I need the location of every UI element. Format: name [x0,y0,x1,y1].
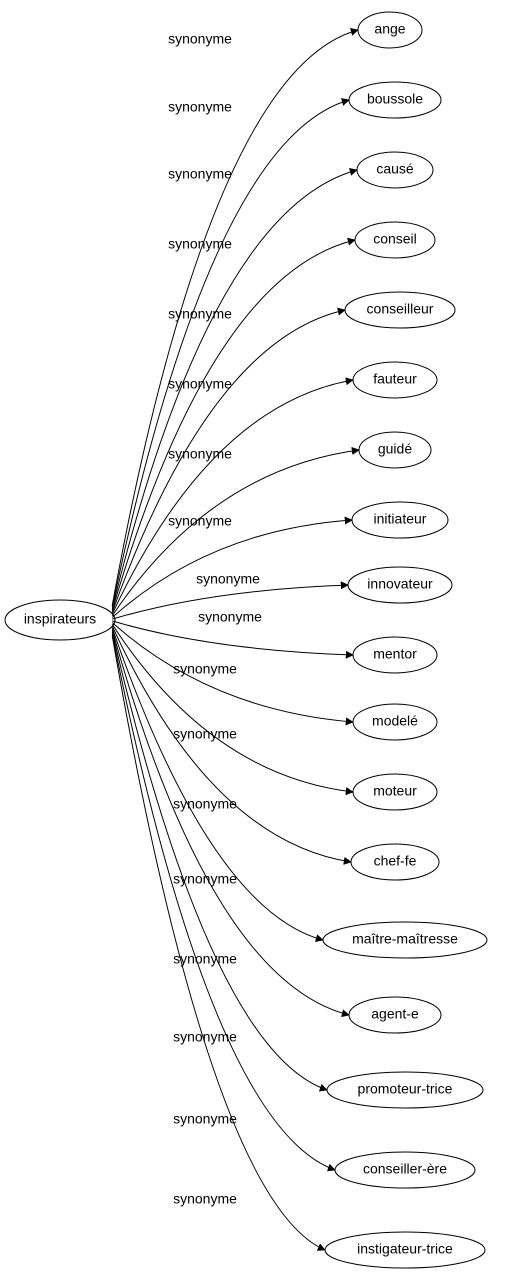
node-label: maître-maîtresse [352,931,458,947]
edge-label: synonyme [168,99,232,115]
target-node: innovateur [348,567,452,603]
target-node: boussole [349,82,441,118]
edge-label: synonyme [198,609,262,625]
edge [112,624,353,792]
edge-label: synonyme [173,726,237,742]
node-label: moteur [373,783,417,799]
edge-label: synonyme [168,31,232,47]
target-node: chef-fe [351,844,439,880]
edge-label: synonyme [173,871,237,887]
target-node: instigateur-trice [325,1232,485,1268]
target-node: modelé [353,704,437,740]
node-label: ange [374,21,405,37]
node-label: promoteur-trice [358,1081,453,1097]
edge-label: synonyme [173,661,237,677]
node-label: mentor [373,646,417,662]
edge [112,240,355,611]
node-label: conseil [373,231,417,247]
node-label: instigateur-trice [357,1241,453,1257]
node-label: initiateur [374,511,427,527]
target-node: ange [358,12,422,48]
target-node: maître-maîtresse [323,922,487,958]
target-node: mentor [353,637,437,673]
edge [112,621,353,655]
node-label: inspirateurs [24,611,96,627]
node-label: innovateur [367,576,433,592]
nodes-layer: inspirateurs ange boussole causé conseil cons… [5,12,487,1268]
edge [112,634,335,1170]
edge-label: synonyme [173,951,237,967]
edges-layer: synonyme synonyme synonyme synonyme synonyme… [112,30,359,1250]
target-node: moteur [353,774,437,810]
target-node: conseilleur [345,292,455,328]
synonym-graph: synonyme synonyme synonyme synonyme synonyme… [0,0,517,1283]
target-node: guidé [359,432,431,468]
edge-label: synonyme [173,1191,237,1207]
node-label: guidé [378,441,412,457]
target-node: initiateur [352,502,448,538]
node-label: boussole [367,91,423,107]
edge-label: synonyme [168,236,232,252]
target-node: fauteur [353,362,437,398]
target-node: conseil [355,222,435,258]
node-label: conseiller-ère [363,1161,447,1177]
node-label: fauteur [373,371,417,387]
edge-label: synonyme [168,513,232,529]
edge-label: synonyme [168,166,232,182]
node-label: modelé [372,713,418,729]
edge-label: synonyme [173,1111,237,1127]
edge-label: synonyme [168,376,232,392]
target-node: agent-e [349,997,441,1033]
edge-label: synonyme [196,571,260,587]
target-node: causé [357,152,433,188]
edge [112,170,357,609]
node-label: chef-fe [374,853,417,869]
node-label: causé [376,161,414,177]
node-label: agent-e [371,1006,419,1022]
target-node: promoteur-trice [327,1072,483,1108]
edge-label: synonyme [168,446,232,462]
edge-label: synonyme [168,306,232,322]
source-node: inspirateurs [5,600,115,640]
node-label: conseilleur [367,301,434,317]
edge-label: synonyme [173,796,237,812]
target-node: conseiller-ère [335,1152,475,1188]
